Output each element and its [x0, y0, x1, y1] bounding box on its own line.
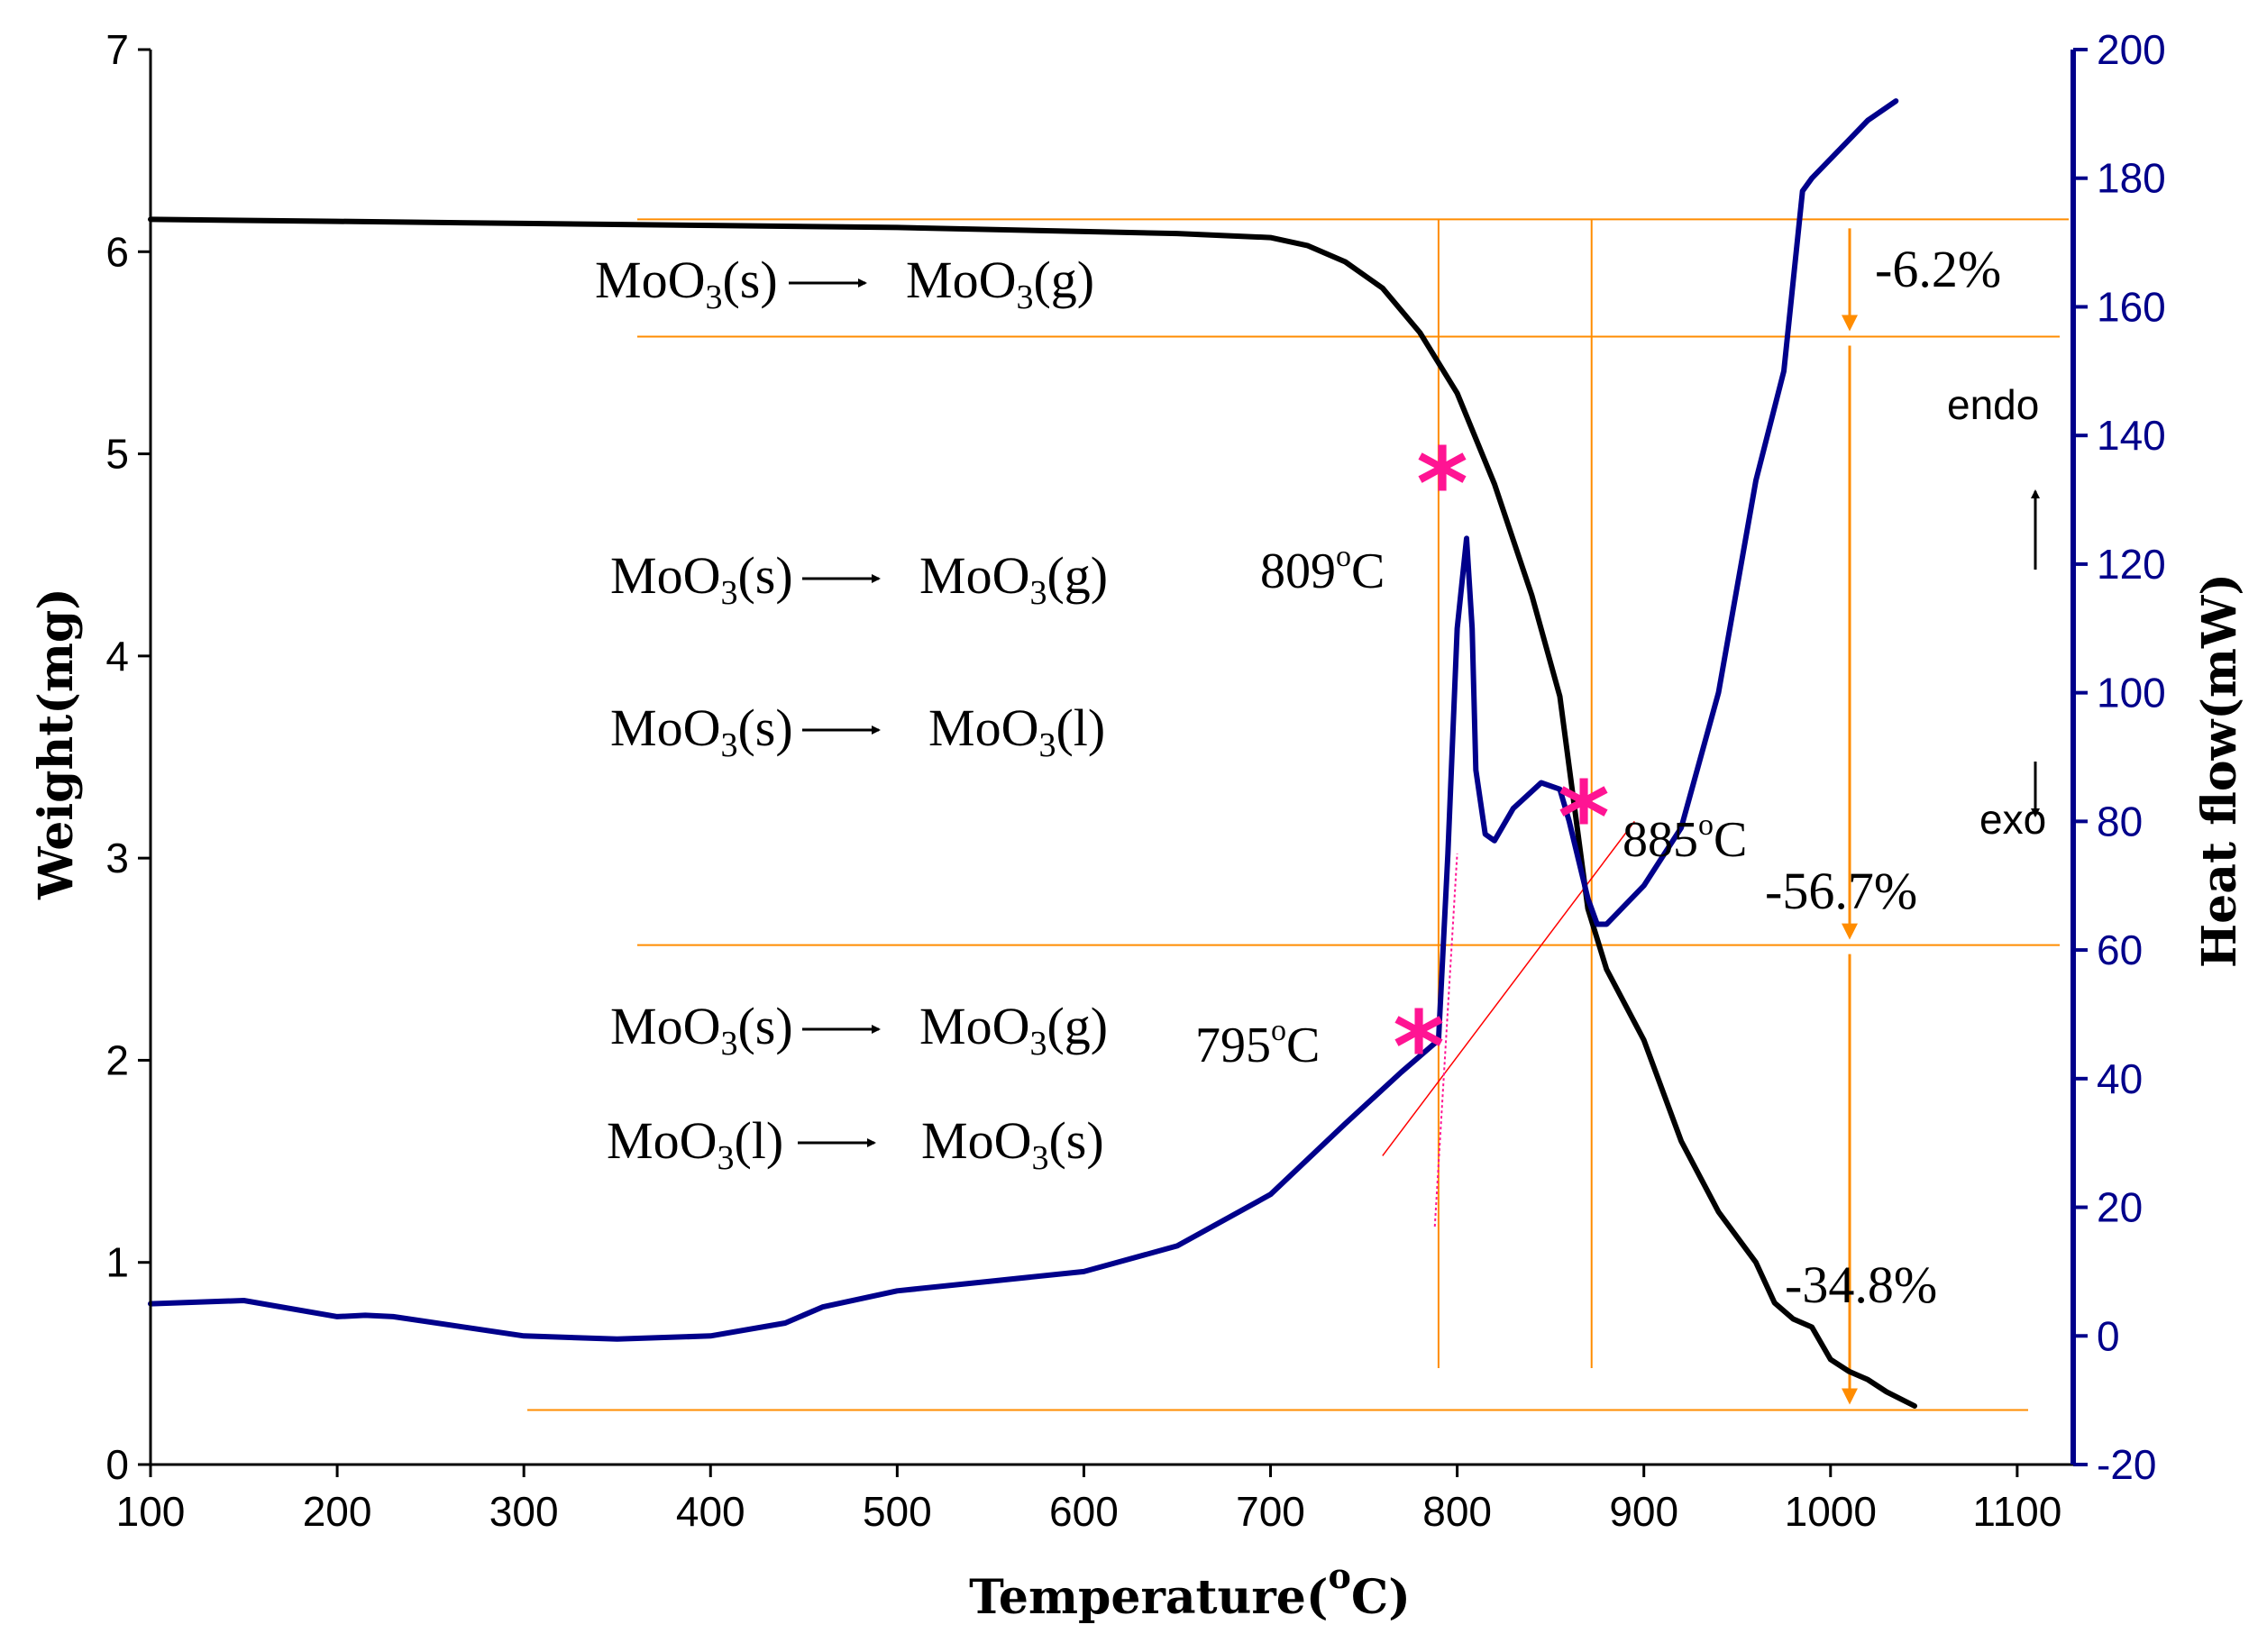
reaction-equation: MoO3(s) MoO3(g) [610, 546, 1108, 612]
x-tick-label: 100 [116, 1488, 186, 1535]
axes-layer: 100 200 300 400 500 600 700 800 900 1000 110001234… [105, 26, 2165, 1535]
reaction-group-1: MoO3(s) MoO3(g) [595, 251, 1094, 316]
x-tick-label: 500 [863, 1488, 932, 1535]
y-right-tick-label: 80 [2097, 798, 2143, 844]
x-axis-title: Temperature(oC) [969, 1556, 1411, 1625]
x-axis-title-degree: o [1328, 1556, 1350, 1596]
onset-marker-795: * [1393, 990, 1445, 1105]
temp-label-809: 809oC [1260, 540, 1385, 599]
y-right-tick-label: 140 [2097, 412, 2166, 459]
y-right-tick-label: 40 [2097, 1055, 2143, 1102]
mass-loss-label-1: -6.2% [1875, 240, 2001, 298]
y-right-tick-label: -20 [2097, 1441, 2156, 1488]
endo-label: endo [1947, 381, 2039, 428]
reaction-equation: MoO3(l) MoO3(s) [607, 1111, 1104, 1177]
y-left-tick-label: 7 [105, 26, 129, 73]
x-tick-label: 900 [1609, 1488, 1678, 1535]
mass-loss-label-2: -56.7% [1765, 862, 1917, 920]
reference-lines-layer [527, 218, 2069, 1411]
y-right-tick-label: 0 [2097, 1312, 2120, 1359]
y-axis-right-title: Heat flow(mW) [2192, 573, 2247, 968]
temp-label-885: 885oC [1623, 808, 1747, 868]
y-left-tick-label: 0 [105, 1441, 129, 1488]
heat-flow-series-line [148, 98, 1899, 1342]
x-tick-label: 1100 [1972, 1488, 2061, 1535]
temp-label-795: 795oC [1195, 1014, 1320, 1073]
y-right-tick-label: 60 [2097, 926, 2143, 973]
y-right-tick-label: 200 [2097, 26, 2166, 73]
y-left-tick-label: 5 [105, 431, 129, 478]
x-tick-label: 200 [303, 1488, 372, 1535]
reaction-group-3: MoO3(s) MoO3(g) MoO3(l) MoO3(s) [607, 997, 1108, 1177]
x-axis-title-main: Temperature( [969, 1570, 1328, 1625]
x-tick-label: 300 [489, 1488, 559, 1535]
y-right-tick-label: 120 [2097, 541, 2166, 588]
y-axis-left-title: Weight(mg) [29, 588, 84, 900]
peak-marker-809: * [1416, 426, 1468, 542]
y-left-tick-label: 1 [105, 1239, 129, 1286]
reaction-equation: MoO3(s) MoO3(g) [610, 997, 1108, 1063]
baseline-tangent-line [1382, 820, 1635, 1156]
x-tick-label: 700 [1236, 1488, 1305, 1535]
y-left-tick-label: 6 [105, 228, 129, 275]
x-tick-label: 1000 [1785, 1488, 1877, 1535]
reaction-group-2: MoO3(s) MoO3(g) MoO3(s) MoO3(l) [610, 546, 1108, 764]
y-right-tick-label: 180 [2097, 155, 2166, 202]
y-left-tick-label: 2 [105, 1036, 129, 1083]
y-right-tick-label: 20 [2097, 1184, 2143, 1231]
x-axis-title-unit: C) [1351, 1570, 1411, 1625]
reaction-equation: MoO3(s) MoO3(g) [595, 251, 1094, 316]
y-left-tick-label: 3 [105, 835, 129, 881]
peak-marker-885: * [1558, 760, 1610, 875]
y-left-tick-label: 4 [105, 633, 129, 680]
y-right-tick-label: 100 [2097, 670, 2166, 716]
series-layer [148, 98, 1917, 1409]
x-tick-label: 800 [1422, 1488, 1492, 1535]
x-tick-label: 600 [1049, 1488, 1119, 1535]
weight-series-line [148, 216, 1917, 1409]
x-tick-label: 400 [676, 1488, 745, 1535]
mass-loss-label-3: -34.8% [1785, 1255, 1937, 1314]
y-right-tick-label: 160 [2097, 283, 2166, 330]
reaction-equation: MoO3(s) MoO3(l) [610, 698, 1105, 764]
